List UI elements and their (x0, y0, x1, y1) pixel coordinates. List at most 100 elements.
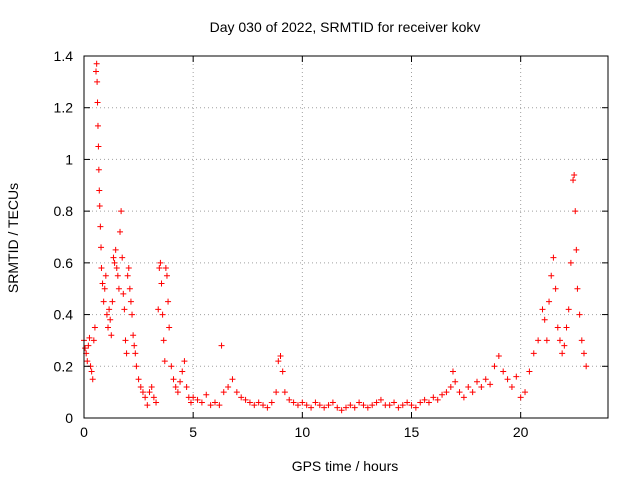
data-point (351, 404, 358, 411)
data-point (535, 337, 542, 344)
data-point (417, 399, 424, 406)
data-point (120, 290, 127, 297)
data-point (443, 389, 450, 396)
data-point (131, 342, 138, 349)
y-tick-label: 0.6 (54, 255, 74, 271)
data-point (194, 396, 201, 403)
data-point (203, 391, 210, 398)
data-point (360, 402, 367, 409)
data-point (207, 402, 214, 409)
data-point (94, 78, 101, 85)
data-point (225, 383, 232, 390)
data-point (115, 285, 122, 292)
data-point (125, 265, 132, 272)
data-point (572, 208, 579, 215)
data-point (299, 399, 306, 406)
data-point (122, 337, 129, 344)
data-point (530, 350, 537, 357)
data-point (452, 378, 459, 385)
x-tick-label: 5 (189, 424, 197, 440)
data-point (460, 394, 467, 401)
data-point (447, 383, 454, 390)
data-point (148, 383, 155, 390)
data-point (123, 350, 130, 357)
data-point (356, 399, 363, 406)
data-point (119, 254, 126, 261)
data-point (139, 389, 146, 396)
data-point (556, 337, 563, 344)
data-point (89, 376, 96, 383)
data-point (264, 404, 271, 411)
data-point (103, 311, 110, 318)
data-point (487, 381, 494, 388)
data-point (430, 394, 437, 401)
data-point (108, 332, 115, 339)
data-point (170, 376, 177, 383)
data-point (552, 285, 559, 292)
data-point (174, 389, 181, 396)
data-point (142, 394, 149, 401)
data-point (127, 298, 134, 305)
data-point (82, 345, 89, 352)
axis-ticks: 0 5 10 15 20 0 0.2 0.4 0.6 0.8 1 1.2 1.4 (54, 48, 608, 440)
data-point (561, 342, 568, 349)
data-point (347, 402, 354, 409)
x-tick-label: 10 (295, 424, 311, 440)
data-point (132, 350, 139, 357)
data-point (165, 298, 172, 305)
data-point (539, 306, 546, 313)
data-point (277, 352, 284, 359)
data-point (90, 337, 97, 344)
data-point (242, 396, 249, 403)
data-point (273, 389, 280, 396)
data-point (294, 402, 301, 409)
data-point (216, 402, 223, 409)
data-point (183, 383, 190, 390)
data-point (369, 402, 376, 409)
data-point (412, 404, 419, 411)
data-point (114, 272, 121, 279)
y-tick-label: 0.4 (54, 307, 74, 323)
data-point (85, 342, 92, 349)
data-point (102, 272, 109, 279)
data-point (325, 402, 332, 409)
data-point (110, 254, 117, 261)
data-point (308, 404, 315, 411)
data-point (88, 368, 95, 375)
data-point (474, 378, 480, 385)
data-point (159, 311, 166, 318)
data-point (550, 254, 557, 261)
data-point (465, 383, 472, 390)
data-point (100, 298, 107, 305)
data-point (107, 316, 114, 323)
data-point (583, 363, 590, 370)
y-tick-label: 1 (65, 151, 73, 167)
data-point (508, 383, 515, 390)
data-point (126, 285, 133, 292)
data-point (137, 383, 144, 390)
data-point (377, 396, 384, 403)
data-point (177, 378, 184, 385)
data-point (391, 399, 398, 406)
data-point (268, 399, 275, 406)
data-point (105, 324, 112, 331)
data-point (290, 399, 297, 406)
plot-frame (83, 55, 609, 419)
data-point (91, 324, 98, 331)
data-point (260, 402, 267, 409)
data-point (491, 363, 498, 370)
data-point (246, 399, 253, 406)
y-tick-label: 0.2 (54, 358, 74, 374)
data-point (96, 202, 103, 209)
data-point (218, 342, 225, 349)
data-point (112, 246, 119, 253)
data-point (163, 272, 170, 279)
data-point (95, 143, 102, 150)
data-point (94, 122, 101, 129)
data-point (434, 396, 441, 403)
data-point (576, 311, 583, 318)
data-point (124, 272, 131, 279)
data-point (563, 324, 570, 331)
data-point (425, 399, 432, 406)
